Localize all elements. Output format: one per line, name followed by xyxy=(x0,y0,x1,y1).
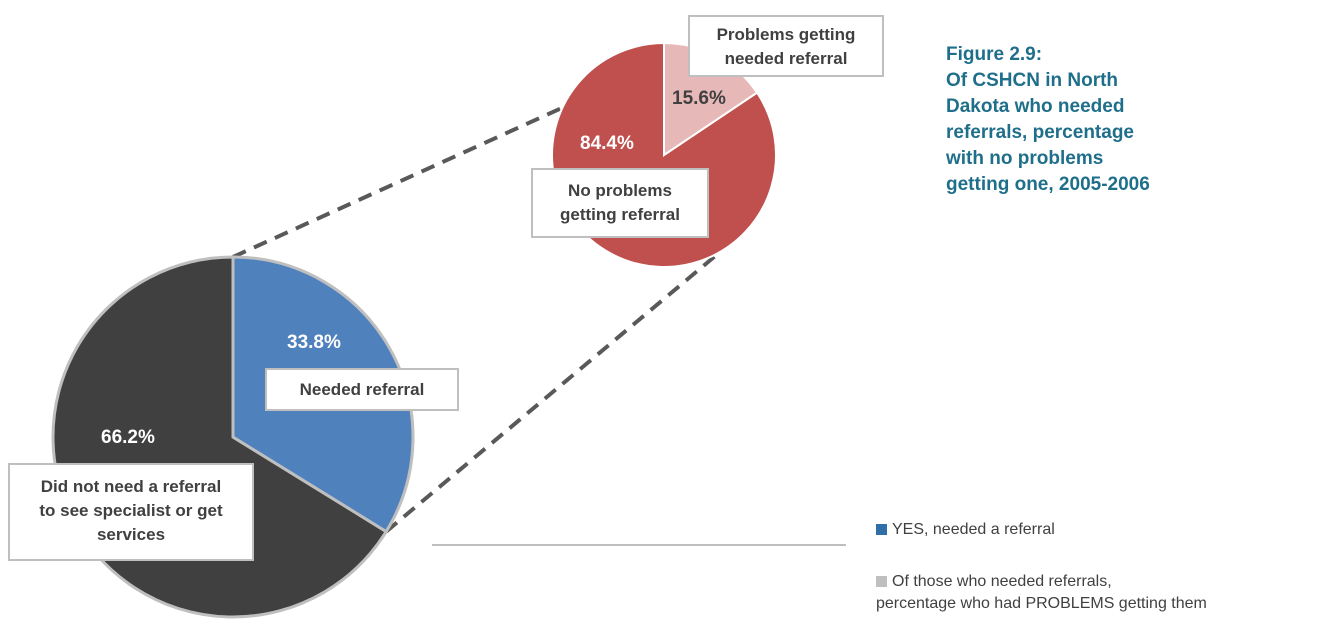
no-problems-percent-label: 84.4% xyxy=(580,133,634,154)
not-needed-line-3: services xyxy=(96,525,166,544)
no-problems-referral-label: No problems getting referral xyxy=(531,168,709,238)
not-needed-referral-label: Did not need a referral to see specialis… xyxy=(8,463,254,561)
figure-title: Figure 2.9: Of CSHCN in North Dakota who… xyxy=(946,42,1276,198)
legend-label-problems-1: Of those who needed referrals, xyxy=(892,573,1112,590)
title-line-2: Of CSHCN in North xyxy=(946,70,1119,91)
legend-item-yes: YES, needed a referral xyxy=(876,519,1055,541)
problems-line-1: Problems getting xyxy=(716,25,856,44)
title-line-1: Figure 2.9: xyxy=(946,44,1043,65)
title-line-5: with no problems xyxy=(946,148,1104,169)
problems-percent-label: 15.6% xyxy=(672,88,726,109)
problems-line-2: needed referral xyxy=(724,49,848,68)
no-problems-line-1: No problems xyxy=(568,181,672,200)
legend-label-problems-2: percentage who had PROBLEMS getting them xyxy=(876,595,1207,612)
legend-label-yes: YES, needed a referral xyxy=(892,521,1055,538)
not-needed-line-2: to see specialist or get xyxy=(39,501,223,520)
connector-line-bottom xyxy=(384,250,722,534)
no-problems-line-2: getting referral xyxy=(560,205,680,224)
needed-referral-text: Needed referral xyxy=(299,380,425,399)
title-line-6: getting one, 2005-2006 xyxy=(946,174,1150,195)
title-line-3: Dakota who needed xyxy=(946,96,1125,117)
not-needed-line-1: Did not need a referral xyxy=(40,477,222,496)
connector-line-top xyxy=(232,105,564,259)
needed-referral-label: Needed referral xyxy=(265,368,459,411)
legend-swatch-problems xyxy=(876,576,887,587)
legend-item-problems: Of those who needed referrals, percentag… xyxy=(876,571,1207,615)
problems-referral-label: Problems getting needed referral xyxy=(688,15,884,77)
not-needed-percent-label: 66.2% xyxy=(101,427,155,448)
legend-swatch-yes xyxy=(876,524,887,535)
title-line-4: referrals, percentage xyxy=(946,122,1134,143)
needed-percent-label: 33.8% xyxy=(287,332,341,353)
